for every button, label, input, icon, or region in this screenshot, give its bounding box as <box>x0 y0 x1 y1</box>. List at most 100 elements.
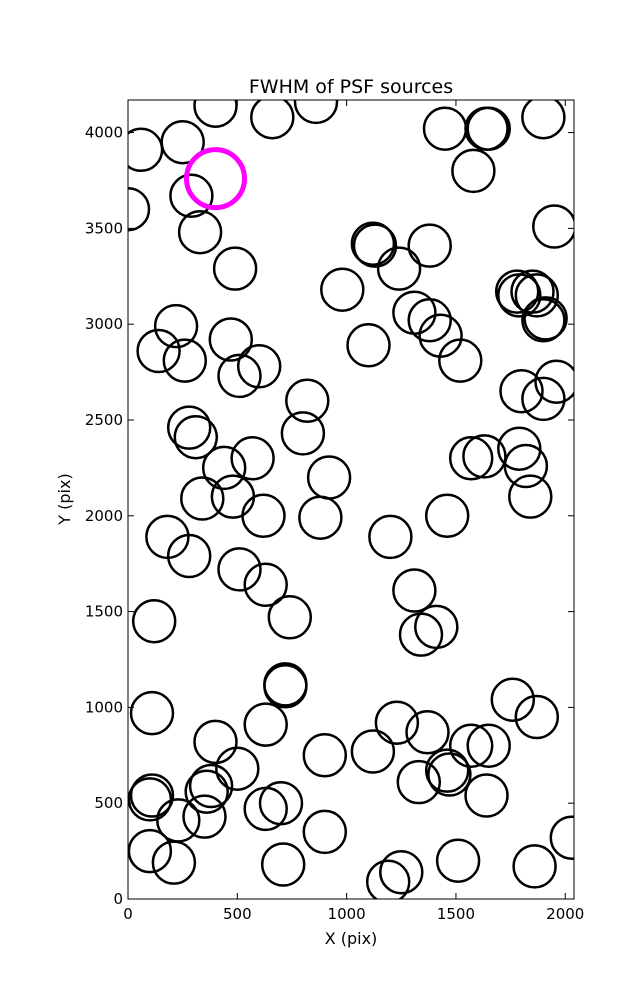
psf-source-marker <box>514 694 560 740</box>
psf-source-marker <box>407 223 452 268</box>
psf-source-marker <box>346 323 391 368</box>
psf-source-marker <box>435 838 481 883</box>
data-markers <box>128 100 574 899</box>
psf-source-marker <box>243 562 288 608</box>
psf-source-marker <box>208 317 254 362</box>
psf-source-marker <box>169 173 214 219</box>
psf-source-marker <box>462 434 507 479</box>
psf-source-marker <box>503 443 549 489</box>
psf-source-marker <box>193 100 238 128</box>
psf-source-marker <box>499 368 544 414</box>
y-tick-label: 1500 <box>85 603 123 621</box>
psf-source-marker <box>448 436 494 481</box>
psf-source-marker <box>352 223 398 268</box>
psf-source-marker <box>217 547 262 592</box>
psf-source-marker <box>392 568 437 613</box>
psf-source-marker <box>160 119 205 165</box>
psf-source-marker <box>136 328 181 374</box>
psf-source-marker <box>466 106 511 151</box>
psf-source-marker <box>350 729 396 774</box>
psf-source-marker <box>376 246 422 291</box>
psf-source-marker <box>128 777 173 822</box>
y-tick-label: 3500 <box>85 219 123 237</box>
x-tick-label: 1500 <box>437 905 475 923</box>
psf-source-marker <box>129 773 175 818</box>
psf-source-marker <box>508 474 553 519</box>
psf-source-marker <box>405 710 450 755</box>
psf-source-marker <box>424 493 470 539</box>
psf-source-marker <box>368 514 413 560</box>
psf-source-marker <box>396 759 442 805</box>
y-tick-label: 0 <box>113 890 123 908</box>
psf-source-marker <box>302 809 348 855</box>
psf-source-marker <box>236 344 282 389</box>
psf-source-marker <box>438 338 483 383</box>
psf-source-marker <box>320 267 365 312</box>
psf-source-marker <box>424 748 470 793</box>
plot-frame <box>127 99 575 900</box>
psf-source-marker <box>230 436 275 481</box>
psf-source-marker <box>466 723 511 768</box>
psf-source-marker <box>166 533 212 579</box>
psf-source-marker <box>414 604 459 650</box>
psf-source-marker <box>215 746 260 791</box>
y-axis-label: Y (pix) <box>55 473 74 525</box>
psf-source-marker <box>173 414 219 460</box>
psf-source-marker <box>128 828 173 874</box>
psf-source-marker <box>129 690 175 736</box>
psf-source-marker <box>241 493 286 539</box>
psf-source-marker <box>407 298 452 343</box>
psf-source-marker <box>243 702 288 747</box>
psf-source-marker <box>217 353 262 399</box>
psf-source-marker <box>549 815 574 860</box>
psf-source-marker <box>494 269 540 314</box>
psf-source-marker <box>464 106 509 151</box>
highlighted-source-marker <box>184 147 247 211</box>
psf-source-marker <box>464 773 509 818</box>
psf-source-marker <box>490 677 536 722</box>
x-axis-label: X (pix) <box>325 929 378 948</box>
psf-source-marker <box>497 273 542 318</box>
psf-source-marker <box>177 209 223 255</box>
y-tick-label: 500 <box>94 794 123 812</box>
psf-source-marker <box>298 495 343 540</box>
psf-source-marker <box>534 359 574 404</box>
psf-source-marker <box>250 100 295 140</box>
psf-source-marker <box>128 127 164 173</box>
chart-title: FWHM of PSF sources <box>249 76 453 98</box>
y-axis-ticks: 0 500 1000 1500 2000 2500 3000 3500 4000 <box>85 124 574 908</box>
psf-source-marker <box>153 303 199 349</box>
psf-source-marker <box>523 296 568 341</box>
psf-source-marker <box>293 100 339 125</box>
psf-source-marker <box>128 186 151 232</box>
psf-source-marker <box>448 723 494 768</box>
psf-source-marker <box>392 290 437 335</box>
x-tick-label: 0 <box>123 905 133 923</box>
psf-source-marker <box>521 100 566 140</box>
psf-source-marker <box>131 598 177 644</box>
y-tick-label: 2500 <box>85 411 123 429</box>
psf-source-marker <box>497 426 542 471</box>
psf-source-marker <box>350 221 396 266</box>
psf-source-marker <box>521 298 566 343</box>
y-tick-label: 3000 <box>85 315 123 333</box>
x-axis-ticks: 0 500 1000 1500 2000 <box>123 100 584 923</box>
psf-source-marker <box>260 842 306 887</box>
psf-source-marker <box>302 733 348 778</box>
psf-source-marker <box>166 405 212 450</box>
psf-source-marker <box>162 338 208 383</box>
psf-source-marker <box>258 780 304 826</box>
psf-source-marker <box>532 204 574 249</box>
psf-source-marker <box>451 148 496 194</box>
psf-source-marker <box>365 859 411 899</box>
psf-source-marker <box>212 246 258 291</box>
y-tick-label: 1000 <box>85 698 123 716</box>
psf-source-marker <box>180 476 225 521</box>
psf-source-marker <box>285 378 330 424</box>
y-tick-label: 2000 <box>85 507 123 525</box>
psf-source-marker <box>182 794 227 839</box>
psf-source-marker <box>512 844 557 889</box>
psf-source-marker <box>193 719 238 765</box>
psf-source-marker <box>263 662 308 707</box>
